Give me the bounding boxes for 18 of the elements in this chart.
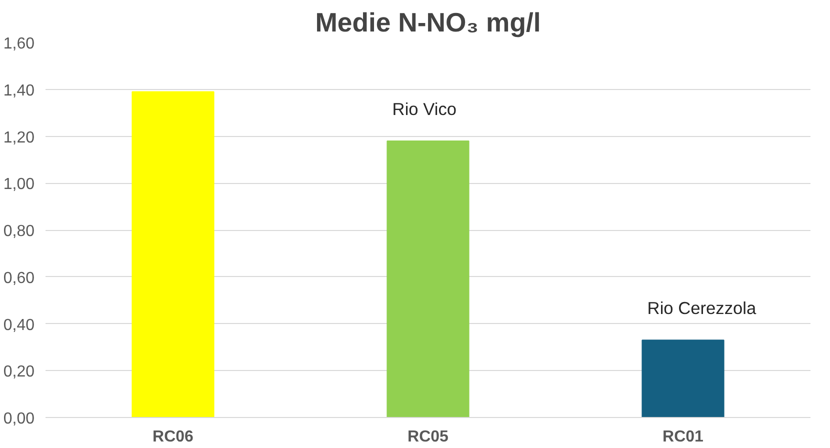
bar xyxy=(642,340,724,418)
chart-title: Medie N-NO₃ mg/l xyxy=(315,8,541,38)
y-tick-label: 1,00 xyxy=(3,176,35,194)
x-tick-label: RC05 xyxy=(408,428,449,446)
y-tick-label: 1,20 xyxy=(3,129,35,146)
x-tick-label: RC01 xyxy=(662,428,704,446)
y-tick-label: 1,40 xyxy=(3,82,35,100)
y-tick-label: 0,80 xyxy=(3,223,35,240)
y-tick-label: 1,60 xyxy=(3,36,35,52)
annotation: Rio Vico xyxy=(392,98,457,119)
bar xyxy=(132,91,214,418)
y-tick-label: 0,60 xyxy=(3,270,35,287)
y-tick-label: 0,40 xyxy=(3,316,35,334)
y-tick-label: 0,20 xyxy=(3,364,35,381)
bar xyxy=(386,140,470,418)
annotation: Rio Cerezzola xyxy=(647,298,756,318)
x-tick-label: RC06 xyxy=(152,428,194,446)
y-tick-label: 0,00 xyxy=(3,410,35,428)
